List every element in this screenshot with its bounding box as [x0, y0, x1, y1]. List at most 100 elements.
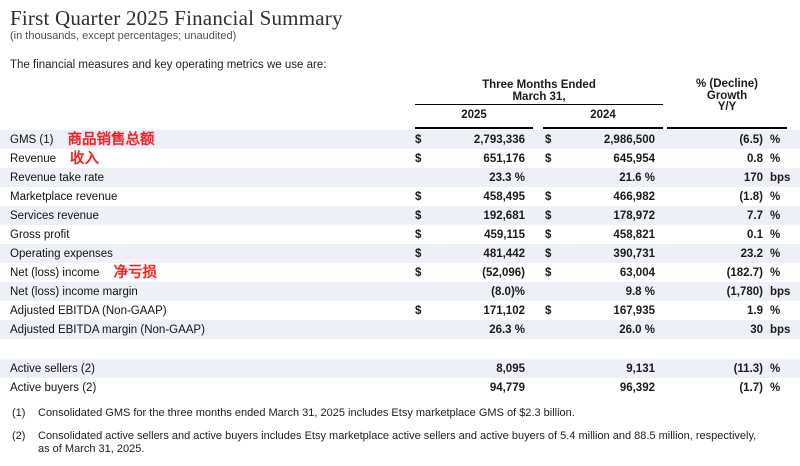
growth-unit: % [770, 152, 781, 165]
column-2025-underline [415, 127, 533, 129]
row-label: Net (loss) income margin [10, 286, 415, 298]
row-label: Adjusted EBITDA margin (Non-GAAP) [10, 324, 415, 336]
value-2024: 9.8 % [625, 285, 655, 298]
table-row: Revenue 收入 $ 651,176 $ 645,954 0.8 % [0, 149, 800, 168]
row-label-text: Net (loss) income margin [10, 285, 138, 298]
table-row: Net (loss) income 净亏损 $ (52,096) $ 63,00… [0, 263, 800, 282]
value-2025: 8,095 [496, 362, 525, 375]
growth-value: 0.8 [747, 152, 763, 165]
row-label-text: Adjusted EBITDA margin (Non-GAAP) [10, 323, 205, 336]
value-2024: 21.6 % [619, 171, 655, 184]
dollar-sign-2025: $ [415, 152, 422, 165]
dollar-sign-2024: $ [545, 247, 552, 260]
growth-unit: % [770, 133, 781, 146]
row-label: Revenue take rate [10, 172, 415, 184]
growth-value: (1,780) [726, 285, 763, 298]
value-2025: 94,779 [489, 381, 525, 394]
footnote-marker: (2) [12, 429, 26, 442]
growth-value: 7.7 [747, 209, 763, 222]
value-2025: 651,176 [483, 152, 525, 165]
row-label: Marketplace revenue [10, 191, 415, 203]
row-label: GMS (1) 商品销售总额 [10, 131, 415, 148]
value-2024: 63,004 [619, 266, 655, 279]
table-row: Adjusted EBITDA margin (Non-GAAP) 26.3 %… [0, 320, 800, 339]
table-row: Net (loss) income margin (8.0)% 9.8 % (1… [0, 282, 800, 301]
growth-unit: % [770, 190, 781, 203]
footnote: (1) Consolidated GMS for the three month… [12, 407, 800, 421]
row-label-text: Marketplace revenue [10, 190, 118, 203]
dollar-sign-2025: $ [415, 133, 422, 146]
row-label-text: Adjusted EBITDA (Non-GAAP) [10, 304, 167, 317]
row-label: Operating expenses [10, 248, 415, 260]
column-2024-underline [543, 127, 663, 129]
growth-value: (1.7) [739, 381, 763, 394]
value-2024: 390,731 [613, 247, 655, 260]
value-2024: 26.0 % [619, 323, 655, 336]
table-header: Three Months Ended March 31, 2025 2024 %… [10, 78, 800, 130]
dollar-sign-2024: $ [545, 266, 552, 279]
row-label-text: Active sellers (2) [10, 362, 95, 375]
value-2024: 96,392 [619, 381, 655, 394]
table-row: Gross profit $ 459,115 $ 458,821 0.1 % [0, 225, 800, 244]
growth-value: 30 [750, 323, 763, 336]
page-title: First Quarter 2025 Financial Summary [10, 6, 343, 30]
value-2024: 9,131 [626, 362, 655, 375]
dollar-sign-2024: $ [545, 209, 552, 222]
page-subtitle: (in thousands, except percentages; unaud… [10, 30, 237, 42]
footnotes: (1) Consolidated GMS for the three month… [12, 407, 800, 457]
footnote-text: Consolidated GMS for the three months en… [38, 407, 575, 419]
period-underline [415, 104, 663, 106]
row-label: Active buyers (2) [10, 382, 415, 394]
value-2025: 23.3 % [489, 171, 525, 184]
value-2024: 2,986,500 [603, 133, 655, 146]
growth-unit: % [770, 228, 781, 241]
growth-value: (6.5) [739, 133, 763, 146]
value-2025: 458,495 [483, 190, 525, 203]
table-row: Services revenue $ 192,681 $ 178,972 7.7… [0, 206, 800, 225]
growth-unit: bps [770, 323, 791, 336]
period-header: Three Months Ended March 31, [415, 79, 663, 103]
table-row: Operating expenses $ 481,442 $ 390,731 2… [0, 244, 800, 263]
value-2025: 192,681 [483, 209, 525, 222]
column-header-2025: 2025 [461, 109, 487, 121]
table-row: Marketplace revenue $ 458,495 $ 466,982 … [0, 187, 800, 206]
growth-header: % (Decline) Growth Y/Y [667, 78, 787, 114]
value-2024: 178,972 [613, 209, 655, 222]
value-2025: 481,442 [483, 247, 525, 260]
dollar-sign-2025: $ [415, 209, 422, 222]
row-label-text: Operating expenses [10, 247, 113, 260]
value-2024: 167,935 [613, 304, 655, 317]
dollar-sign-2025: $ [415, 190, 422, 203]
value-2025: (8.0)% [491, 285, 525, 298]
row-label: Active sellers (2) [10, 363, 415, 375]
value-2025: 26.3 % [489, 323, 525, 336]
period-header-line2: March 31, [512, 90, 566, 103]
growth-unit: bps [770, 285, 791, 298]
row-label-text: Gross profit [10, 228, 70, 241]
growth-value: 170 [743, 171, 763, 184]
table-row: GMS (1) 商品销售总额 $ 2,793,336 $ 2,986,500 (… [0, 130, 800, 149]
row-label-text: Services revenue [10, 209, 99, 222]
row-label-text: Net (loss) income [10, 266, 100, 279]
row-annotation-chinese: 收入 [70, 150, 100, 167]
growth-header-line1: % (Decline) [696, 78, 758, 90]
value-2025: 459,115 [484, 228, 525, 241]
row-annotation-chinese: 商品销售总额 [67, 131, 155, 148]
dollar-sign-2024: $ [545, 133, 552, 146]
growth-value: (182.7) [726, 266, 763, 279]
dollar-sign-2025: $ [415, 266, 422, 279]
growth-column-underline [667, 127, 787, 129]
dollar-sign-2024: $ [545, 228, 552, 241]
growth-value: (1.8) [739, 190, 763, 203]
section-gap [0, 339, 800, 359]
growth-value: 1.9 [747, 304, 763, 317]
dollar-sign-2025: $ [415, 304, 422, 317]
value-2025: 2,793,336 [473, 133, 525, 146]
footnote-text: Consolidated active sellers and active b… [38, 429, 757, 456]
dollar-sign-2024: $ [545, 304, 552, 317]
column-header-2024: 2024 [590, 109, 616, 121]
value-2024: 466,982 [613, 190, 655, 203]
table-row: Adjusted EBITDA (Non-GAAP) $ 171,102 $ 1… [0, 301, 800, 320]
table-row: Active sellers (2) 8,095 9,131 (11.3) % [0, 359, 800, 378]
